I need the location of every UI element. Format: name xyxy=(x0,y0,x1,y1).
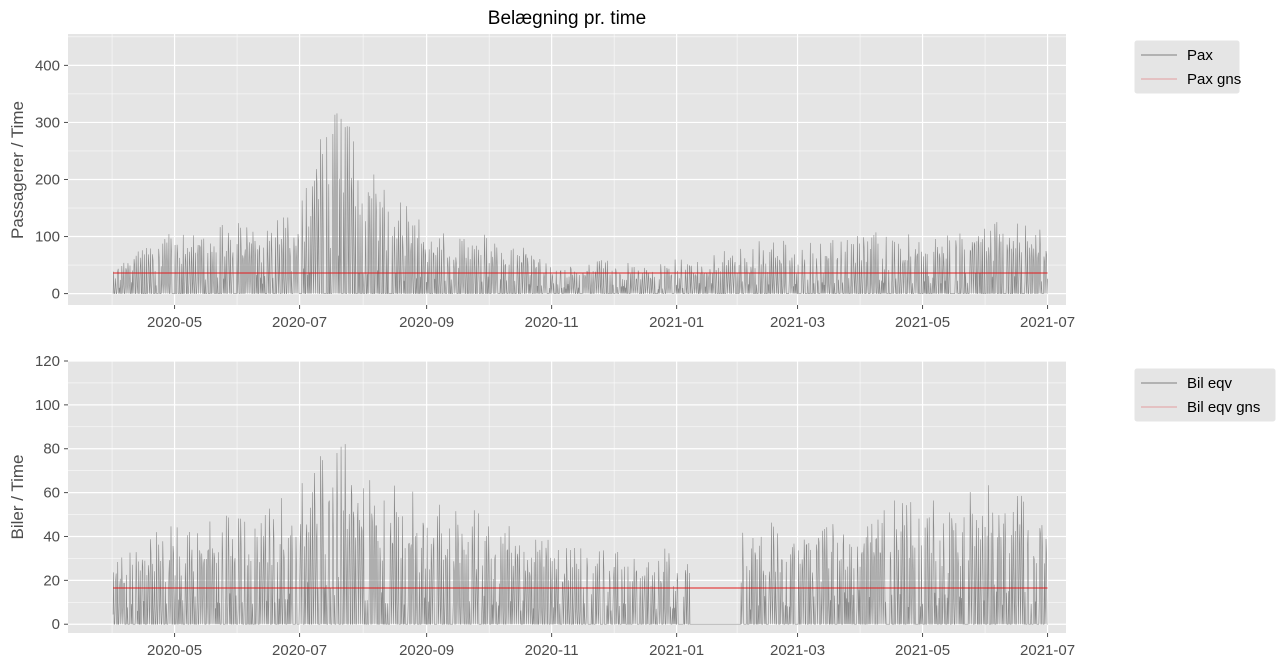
y-tick-label: 300 xyxy=(35,114,60,131)
y-tick-label: 120 xyxy=(35,353,60,370)
y-tick-label: 60 xyxy=(43,485,60,502)
x-tick-label: 2021-05 xyxy=(895,642,950,659)
pax-legend-label: Pax xyxy=(1187,47,1213,64)
y-tick-label: 20 xyxy=(43,572,60,589)
pax-y-axis-label: Passagerer / Time xyxy=(8,101,27,239)
y-tick-label: 0 xyxy=(52,616,60,633)
y-tick-label: 200 xyxy=(35,171,60,188)
pax-legend-box xyxy=(1133,39,1241,95)
pax-plot-background xyxy=(68,34,1066,305)
x-tick-label: 2021-03 xyxy=(770,314,825,331)
y-tick-label: 80 xyxy=(43,441,60,458)
x-tick-label: 2021-05 xyxy=(895,314,950,331)
x-tick-label: 2020-09 xyxy=(399,314,454,331)
bil-legend-label: Bil eqv xyxy=(1187,375,1233,392)
bil-legend: Bil eqv Bil eqv gns xyxy=(1133,367,1277,423)
bil-x-tick-labels: 2020-05 2020-07 2020-09 2020-11 2021-01 2021-… xyxy=(147,633,1075,659)
y-tick-label: 100 xyxy=(35,229,60,246)
y-tick-label: 400 xyxy=(35,57,60,74)
x-tick-label: 2021-07 xyxy=(1020,642,1075,659)
bil-y-tick-labels: 0 20 40 60 80 100 120 xyxy=(35,353,68,633)
x-tick-label: 2020-09 xyxy=(399,642,454,659)
pax-series-line xyxy=(112,113,1048,294)
x-tick-label: 2020-11 xyxy=(525,642,579,659)
bil-mean-legend-label: Bil eqv gns xyxy=(1187,399,1260,416)
y-tick-label: 40 xyxy=(43,528,60,545)
pax-legend: Pax Pax gns xyxy=(1133,39,1241,95)
x-tick-label: 2020-05 xyxy=(147,314,202,331)
x-tick-label: 2021-07 xyxy=(1020,314,1075,331)
x-tick-label: 2020-07 xyxy=(272,314,327,331)
x-tick-label: 2021-03 xyxy=(770,642,825,659)
pax-x-tick-labels: 2020-05 2020-07 2020-09 2020-11 2021-01 2021-… xyxy=(147,305,1075,331)
y-tick-label: 0 xyxy=(52,286,60,303)
bil-series-line xyxy=(112,444,1048,625)
bil-y-axis-label: Biler / Time xyxy=(8,454,27,539)
pax-y-tick-labels: 0 100 200 300 400 xyxy=(35,57,68,303)
series-path xyxy=(112,444,1048,625)
x-tick-label: 2021-01 xyxy=(649,642,704,659)
x-tick-label: 2020-07 xyxy=(272,642,327,659)
y-tick-label: 100 xyxy=(35,397,60,414)
series-path xyxy=(112,113,1048,294)
x-tick-label: 2021-01 xyxy=(649,314,704,331)
chart-title: Belægning pr. time xyxy=(488,8,646,29)
bil-legend-box xyxy=(1133,367,1277,423)
x-tick-label: 2020-05 xyxy=(147,642,202,659)
x-tick-label: 2020-11 xyxy=(525,314,579,331)
pax-mean-legend-label: Pax gns xyxy=(1187,71,1241,88)
